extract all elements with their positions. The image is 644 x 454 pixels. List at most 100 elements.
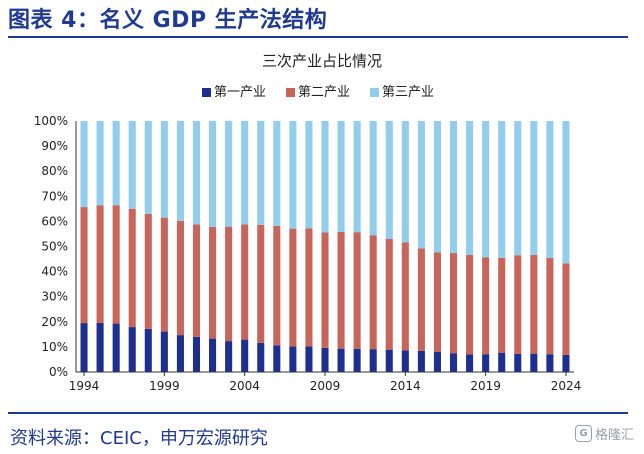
bar-segment-series-2	[482, 257, 490, 355]
bar-segment-series-2	[305, 228, 313, 347]
bar-segment-series-3	[482, 121, 490, 258]
bar-segment-series-1	[562, 354, 570, 372]
bar-segment-series-2	[128, 208, 136, 328]
bar-segment-series-2	[209, 226, 217, 339]
y-tick-label: 70%	[41, 189, 68, 203]
bar-segment-series-1	[337, 348, 345, 372]
bar-segment-series-1	[401, 350, 409, 372]
bar-segment-series-1	[417, 350, 425, 372]
bar-segment-series-3	[369, 121, 377, 236]
x-tick-label: 2024	[551, 379, 582, 393]
legend-label: 第三产业	[382, 85, 434, 100]
bar-segment-series-3	[530, 121, 538, 256]
y-tick-label: 60%	[41, 214, 68, 228]
bar-segment-series-3	[337, 121, 345, 232]
bar-segment-series-1	[144, 328, 152, 372]
plot-area: 0% 10% 20% 30% 40% 50% 60% 70% 80% 90% 100% 1994 199…	[34, 114, 582, 393]
bar-segment-series-2	[144, 213, 152, 329]
bar-segment-series-1	[209, 338, 217, 372]
bar-segment-series-1	[160, 331, 168, 372]
bar-segment-series-1	[546, 354, 554, 372]
bar-segment-series-3	[257, 121, 265, 225]
bar-segment-series-1	[128, 327, 136, 372]
bar-segment-series-1	[466, 354, 474, 372]
bar-segment-series-2	[449, 253, 458, 354]
bar-segment-series-1	[385, 349, 393, 372]
bar-segment-series-3	[192, 121, 201, 225]
bar-segment-series-2	[401, 242, 409, 351]
bar-segment-series-2	[321, 232, 329, 348]
bar-segment-series-3	[160, 121, 168, 218]
bar-segment-series-1	[289, 346, 297, 372]
bar-segment-series-3	[546, 121, 554, 259]
y-tick-label: 30%	[41, 290, 68, 304]
figure-header: 图表 4：名义 GDP 生产法结构	[8, 8, 328, 33]
bar-segment-series-1	[433, 351, 441, 372]
legend-label: 第二产业	[298, 85, 350, 100]
bar-segment-series-3	[449, 121, 458, 254]
y-tick-label: 100%	[34, 114, 68, 128]
bar-segment-series-1	[530, 353, 538, 372]
bar-segment-series-2	[273, 225, 281, 346]
bar-segment-series-3	[321, 121, 329, 233]
bar-segment-series-3	[128, 121, 136, 209]
legend-swatch	[202, 88, 211, 97]
watermark: G 格隆汇	[574, 424, 634, 443]
x-tick-label: 2004	[229, 379, 260, 393]
y-tick-label: 50%	[41, 240, 68, 254]
x-tick-label: 2014	[390, 379, 421, 393]
bar-segment-series-2	[176, 220, 184, 336]
bar-segment-series-2	[514, 255, 522, 354]
y-tick-label: 40%	[41, 265, 68, 279]
bar-segment-series-3	[385, 121, 393, 239]
x-tick-label: 1994	[69, 379, 100, 393]
bar-segment-series-3	[353, 121, 361, 233]
bar-segment-series-3	[401, 121, 409, 243]
bar-segment-series-2	[192, 224, 201, 337]
footer-rule	[8, 412, 628, 414]
bar-segment-series-3	[176, 121, 184, 221]
bar-segment-series-1	[353, 348, 361, 372]
watermark-text: 格隆汇	[594, 428, 634, 443]
bar-segment-series-2	[385, 238, 393, 350]
y-tick-label: 90%	[41, 139, 68, 153]
y-tick-label: 80%	[41, 164, 68, 178]
header-rule	[8, 36, 628, 38]
bar-segment-series-3	[562, 121, 570, 264]
bar-segment-series-3	[209, 121, 217, 227]
legend-swatch	[370, 88, 379, 97]
x-tick-label: 2019	[470, 379, 501, 393]
bar-segment-series-1	[321, 347, 329, 372]
bar-segment-series-1	[449, 353, 458, 372]
stacked-bar-chart: 三次产业占比情况 第一产业 第二产业 第三产业 0% 10% 20% 30% 40% 50% 6…	[34, 52, 582, 393]
bar-segment-series-3	[96, 121, 104, 206]
bar-segment-series-2	[562, 263, 570, 355]
bar-segment-series-2	[337, 231, 345, 349]
bar-segment-series-2	[241, 224, 249, 340]
bar-segment-series-1	[241, 339, 249, 372]
bar-segment-series-1	[225, 341, 233, 372]
bar-segment-series-2	[530, 255, 538, 354]
chart-legend: 第一产业 第二产业 第三产业	[202, 85, 434, 100]
y-tick-label: 0%	[49, 365, 68, 379]
legend-label: 第一产业	[214, 85, 266, 100]
bar-segment-series-3	[289, 121, 297, 229]
bar-segment-series-3	[241, 121, 249, 225]
bar-segment-series-2	[257, 224, 265, 343]
watermark-logo-icon: G	[574, 425, 592, 442]
bar-segment-series-2	[289, 228, 297, 347]
bar-segment-series-3	[112, 121, 120, 206]
bar-segment-series-2	[112, 205, 120, 324]
bar-segment-series-1	[305, 346, 313, 372]
bar-segment-series-2	[369, 235, 377, 350]
legend-swatch	[286, 88, 295, 97]
bar-segment-series-2	[546, 258, 554, 355]
bar-segment-series-1	[176, 335, 184, 372]
bar-segment-series-3	[80, 121, 88, 208]
bar-segment-series-2	[80, 207, 88, 324]
bar-segment-series-1	[96, 322, 104, 372]
bar-segment-series-2	[225, 226, 233, 342]
bar-segment-series-1	[112, 323, 120, 372]
x-tick-label: 2009	[310, 379, 341, 393]
source-note: 资料来源：CEIC，申万宏源研究	[10, 428, 268, 449]
